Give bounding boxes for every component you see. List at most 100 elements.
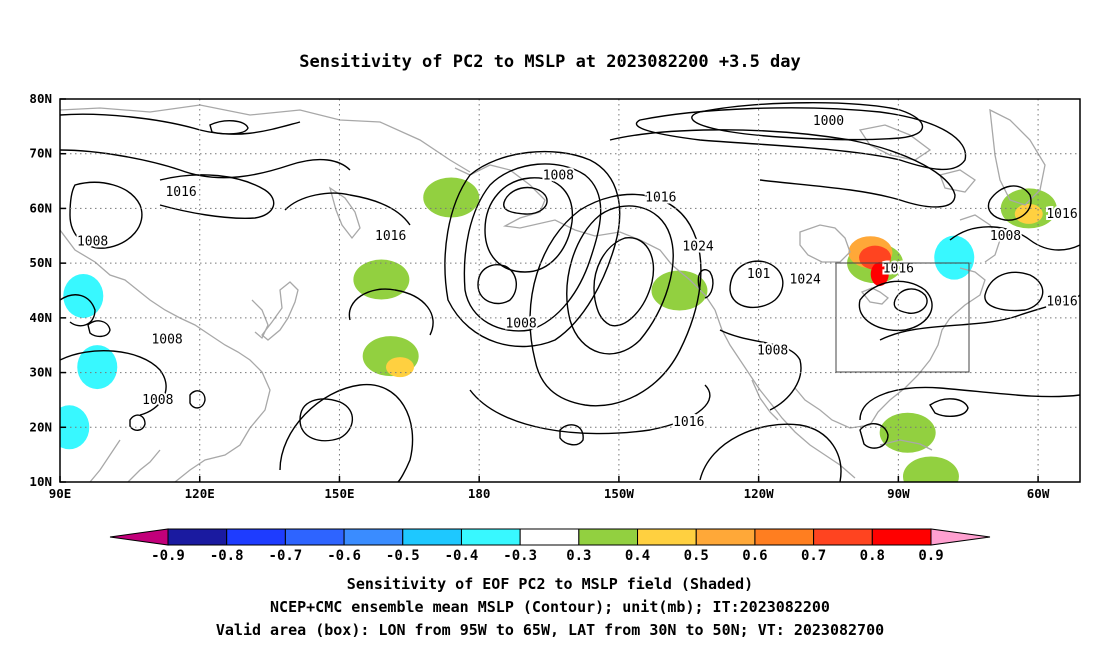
lat-tick-label: 20N xyxy=(29,419,52,434)
colorbar-segment xyxy=(695,528,756,546)
mslp-contour xyxy=(348,288,434,336)
colorbar-tick-label: -0.8 xyxy=(210,548,244,564)
contour-label: 1016 xyxy=(645,190,676,205)
coastline-japan xyxy=(261,281,299,341)
sensitivity-patch xyxy=(934,235,975,280)
coastline-hudson-bay xyxy=(799,224,851,263)
contour-label: 1016 xyxy=(165,185,196,200)
mslp-contour xyxy=(279,383,414,482)
mslp-contour xyxy=(60,294,96,327)
contour-label-layer: 1000 1008 1016 1008 1016 1016 1024 1008 1008 1008… xyxy=(75,112,1080,432)
contour-label: 101 xyxy=(747,267,770,282)
colorbar-tick-label: 0.5 xyxy=(684,548,709,564)
mslp-contour xyxy=(60,149,351,179)
mslp-contour xyxy=(859,386,1080,421)
coastline-arctic-islands xyxy=(858,124,976,193)
lat-tick-label: 10N xyxy=(29,474,52,489)
coastline-siberia xyxy=(60,104,471,173)
colorbar-low-extension xyxy=(109,528,169,546)
coastline-north-america-east xyxy=(869,267,986,426)
colorbar-tick-label: -0.3 xyxy=(503,548,537,564)
mslp-contour xyxy=(444,150,621,348)
mslp-contour xyxy=(299,398,354,442)
mslp-contour xyxy=(729,260,784,309)
mslp-contour xyxy=(129,414,146,431)
mslp-contour xyxy=(719,329,802,411)
sensitivity-patch xyxy=(77,345,118,390)
axis-tick-layer xyxy=(59,98,1039,483)
mslp-contour xyxy=(559,424,584,446)
sensitivity-patch xyxy=(651,270,708,311)
colorbar-segment xyxy=(284,528,345,546)
lon-tick-label: 150W xyxy=(604,486,635,501)
coastline-layer xyxy=(60,104,1046,482)
coastline-cuba xyxy=(879,439,933,451)
contour-label: 1016 xyxy=(375,229,406,244)
valid-area-box xyxy=(835,262,970,373)
lat-tick-label: 50N xyxy=(29,255,52,270)
lat-tick-label: 80N xyxy=(29,91,52,106)
coastline-north-america-west xyxy=(714,309,856,479)
colorbar-segment xyxy=(519,528,580,546)
colorbar: -0.9 -0.8 -0.7 -0.6 -0.5 -0.4 -0.3 0.3 0.4 0.5 0.6… xyxy=(109,528,991,564)
contour-label: 1008 xyxy=(990,229,1021,244)
sensitivity-patch xyxy=(353,259,410,300)
colorbar-tick-label: -0.7 xyxy=(269,548,303,564)
footer-line-1: Sensitivity of EOF PC2 to MSLP field (Sh… xyxy=(347,575,753,593)
sensitivity-patch xyxy=(879,412,936,453)
sensitivity-patch xyxy=(870,262,889,287)
mslp-contour xyxy=(949,226,1080,251)
sensitivity-patch xyxy=(60,405,90,450)
colorbar-segment xyxy=(343,528,404,546)
coastline-alaska xyxy=(454,164,716,311)
mslp-contour xyxy=(593,237,655,327)
contour-label: 1016 xyxy=(883,262,914,277)
coastline-indochina xyxy=(89,439,161,482)
colorbar-segment xyxy=(813,528,873,546)
coastline-gulf-of-mexico xyxy=(794,387,871,429)
colorbar-segment xyxy=(460,528,521,546)
lon-tick-label: 180 xyxy=(468,486,491,501)
map-frame xyxy=(59,98,1081,483)
coastline-baja xyxy=(751,379,779,421)
footer-line-2: NCEP+CMC ensemble mean MSLP (Contour); u… xyxy=(270,598,830,616)
colorbar-tick-label: -0.6 xyxy=(327,548,361,564)
colorbar-tick-label: 0.8 xyxy=(860,548,885,564)
contour-label: 1024 xyxy=(682,240,713,255)
colorbar-tick-label: 0.4 xyxy=(625,548,650,564)
mslp-contour xyxy=(635,107,967,171)
lat-tick-label: 40N xyxy=(29,310,52,325)
colorbar-tick-label: 0.7 xyxy=(801,548,826,564)
sensitivity-patch xyxy=(423,177,480,218)
coastline-korea xyxy=(251,299,269,340)
contour-label: 1016 xyxy=(1046,294,1077,309)
sensitivity-patch xyxy=(1014,203,1043,224)
coastline-labrador xyxy=(959,214,1001,263)
lon-tick-label: 120E xyxy=(185,486,215,501)
contour-label: 1008 xyxy=(505,316,536,331)
contour-label: 1008 xyxy=(757,344,788,359)
sensitivity-patch xyxy=(386,357,414,378)
mslp-contour xyxy=(566,205,674,355)
axis-label-layer: 90E 120E 150E 180 150W 120W 90W 60W 80N 70N 60N 50N… xyxy=(29,91,1049,501)
mslp-contour xyxy=(87,320,111,338)
colorbar-segment xyxy=(402,528,462,546)
contour-label: 1008 xyxy=(142,393,173,408)
colorbar-segment xyxy=(578,528,639,546)
mslp-contour xyxy=(477,264,517,305)
colorbar-tick-label: -0.5 xyxy=(386,548,420,564)
colorbar-tick-label: -0.4 xyxy=(445,548,479,564)
lon-tick-label: 90E xyxy=(49,486,72,501)
mslp-contour xyxy=(858,280,933,332)
colorbar-tick-label: -0.9 xyxy=(151,548,185,564)
mslp-contour xyxy=(463,163,602,332)
mslp-contour xyxy=(284,192,411,226)
mslp-contour xyxy=(529,193,702,407)
lat-tick-label: 70N xyxy=(29,146,52,161)
mslp-contour xyxy=(699,423,842,482)
figure-title: Sensitivity of PC2 to MSLP at 2023082200… xyxy=(299,52,801,72)
colorbar-segment xyxy=(637,528,697,546)
lon-tick-label: 150E xyxy=(324,486,354,501)
coastline-greenland xyxy=(989,108,1046,206)
